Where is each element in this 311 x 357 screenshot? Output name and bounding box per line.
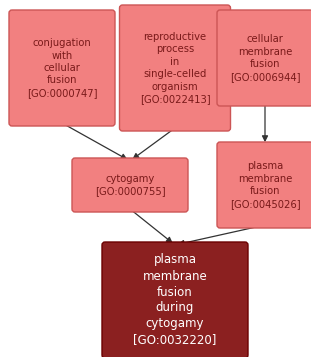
FancyBboxPatch shape <box>119 5 230 131</box>
Text: cellular
membrane
fusion
[GO:0006944]: cellular membrane fusion [GO:0006944] <box>230 34 300 82</box>
FancyBboxPatch shape <box>217 10 311 106</box>
FancyBboxPatch shape <box>9 10 115 126</box>
FancyBboxPatch shape <box>72 158 188 212</box>
Text: cytogamy
[GO:0000755]: cytogamy [GO:0000755] <box>95 174 165 196</box>
FancyBboxPatch shape <box>102 242 248 357</box>
Text: plasma
membrane
fusion
[GO:0045026]: plasma membrane fusion [GO:0045026] <box>230 161 300 208</box>
Text: conjugation
with
cellular
fusion
[GO:0000747]: conjugation with cellular fusion [GO:000… <box>27 38 97 98</box>
FancyBboxPatch shape <box>217 142 311 228</box>
Text: reproductive
process
in
single-celled
organism
[GO:0022413]: reproductive process in single-celled or… <box>140 32 210 104</box>
Text: plasma
membrane
fusion
during
cytogamy
[GO:0032220]: plasma membrane fusion during cytogamy [… <box>133 253 217 347</box>
